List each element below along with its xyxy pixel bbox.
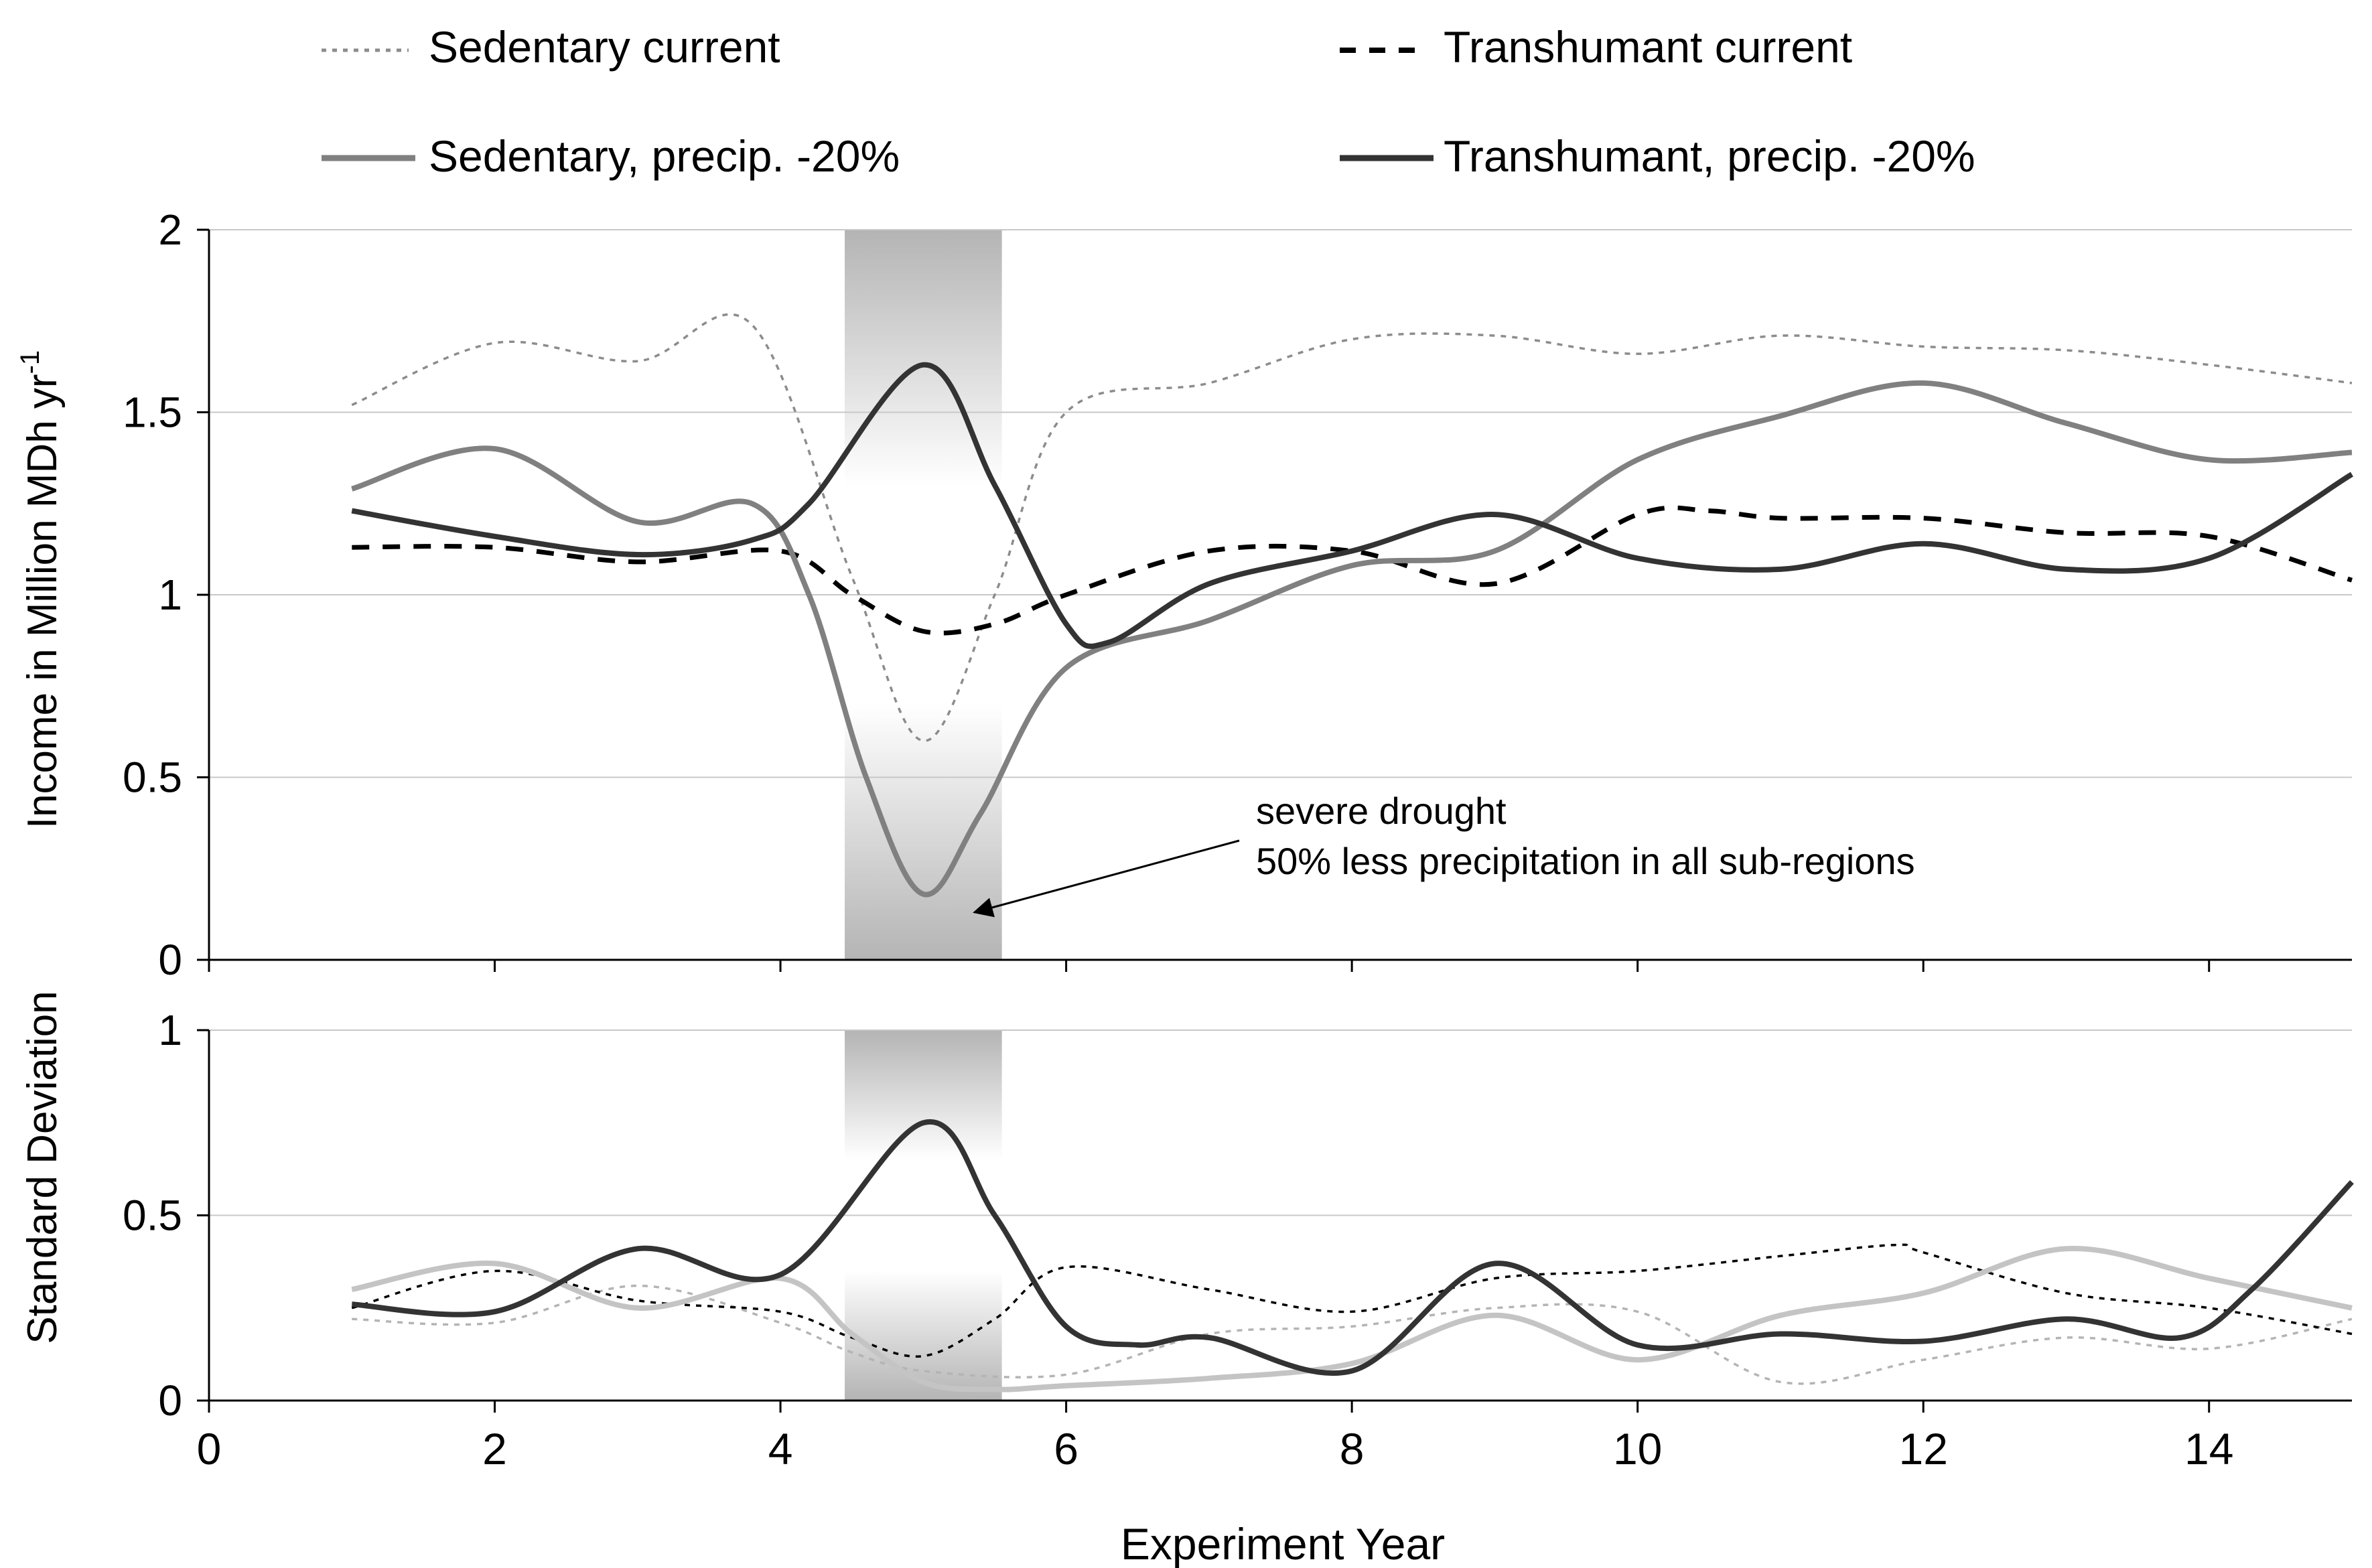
series-transhumant-precip-20: [351, 362, 2354, 649]
y-tick-label: 1: [158, 571, 182, 619]
series-transhumant-current: [352, 505, 2353, 636]
axes: [197, 1029, 2352, 1413]
y-tick-label: 0: [158, 1376, 182, 1425]
annotation-arrow: [973, 839, 1240, 918]
income-chart: 0 0.5 1 1.5 2 Income in Million MDh yr-1 sev…: [15, 206, 2354, 984]
x-tick-label: 6: [1054, 1424, 1078, 1474]
x-tick-labels: 0 2 4 6 8 10 12 14: [197, 1424, 2234, 1474]
y-gridlines: [209, 229, 2352, 778]
series-sedentary-current: [351, 313, 2353, 742]
series-sedentary-precip-20: [351, 380, 2353, 898]
legend-label-transhumant-current: Transhumant current: [1444, 22, 1852, 72]
x-tick-label: 10: [1613, 1424, 1662, 1474]
x-tick-label: 14: [2184, 1424, 2233, 1474]
y-tick-label: 0.5: [123, 1192, 182, 1240]
annotation-line-2: 50% less precipitation in all sub-region…: [1256, 840, 1915, 882]
legend-item-transhumant-current: Transhumant current: [1340, 22, 1852, 72]
y-tick-label: 2: [158, 206, 182, 254]
y-tick-labels: 0 0.5 1 1.5 2: [123, 206, 182, 984]
legend-label-sedentary-current: Sedentary current: [429, 22, 780, 72]
y-axis-label: Income in Million MDh yr-1: [15, 350, 66, 829]
x-tick-label: 12: [1898, 1424, 1947, 1474]
x-tick-label: 2: [482, 1424, 507, 1474]
legend-item-transhumant-precip: Transhumant, precip. -20%: [1340, 131, 1975, 181]
series-sedentary-current: [352, 1284, 2353, 1385]
drought-annotation: severe drought 50% less precipitation in…: [973, 790, 1915, 918]
x-axis-label: Experiment Year: [1121, 1519, 1445, 1568]
legend-label-sedentary-precip: Sedentary, precip. -20%: [429, 131, 900, 181]
std-dev-chart: 00.51 0 2 4 6 8 10 12 14 Standard Deviation Exp…: [19, 991, 2354, 1568]
series-transhumant-precip-20: [352, 1119, 2354, 1376]
annotation-line-1: severe drought: [1256, 790, 1507, 832]
y-axis-label: Standard Deviation: [19, 991, 66, 1344]
y-tick-label: 0: [158, 936, 182, 984]
axes: [197, 228, 2352, 972]
series-lines: [351, 1119, 2354, 1393]
y-gridlines: [209, 1029, 2352, 1216]
y-tick-label: 1.5: [123, 388, 182, 437]
legend-label-transhumant-precip: Transhumant, precip. -20%: [1444, 131, 1975, 181]
y-tick-labels: 00.51: [123, 1006, 182, 1425]
series-sedentary-precip-20: [351, 1246, 2353, 1393]
x-tick-label: 0: [197, 1424, 222, 1474]
y-tick-label: 1: [158, 1006, 182, 1054]
y-tick-label: 0.5: [123, 754, 182, 802]
legend-item-sedentary-current: Sedentary current: [322, 22, 780, 72]
legend-item-sedentary-precip: Sedentary, precip. -20%: [322, 131, 900, 181]
series-lines: [351, 313, 2354, 898]
series-transhumant-current: [351, 1243, 2353, 1358]
legend: Sedentary current Transhumant current Se…: [322, 22, 1975, 181]
x-tick-label: 8: [1340, 1424, 1365, 1474]
x-tick-label: 4: [768, 1424, 793, 1474]
